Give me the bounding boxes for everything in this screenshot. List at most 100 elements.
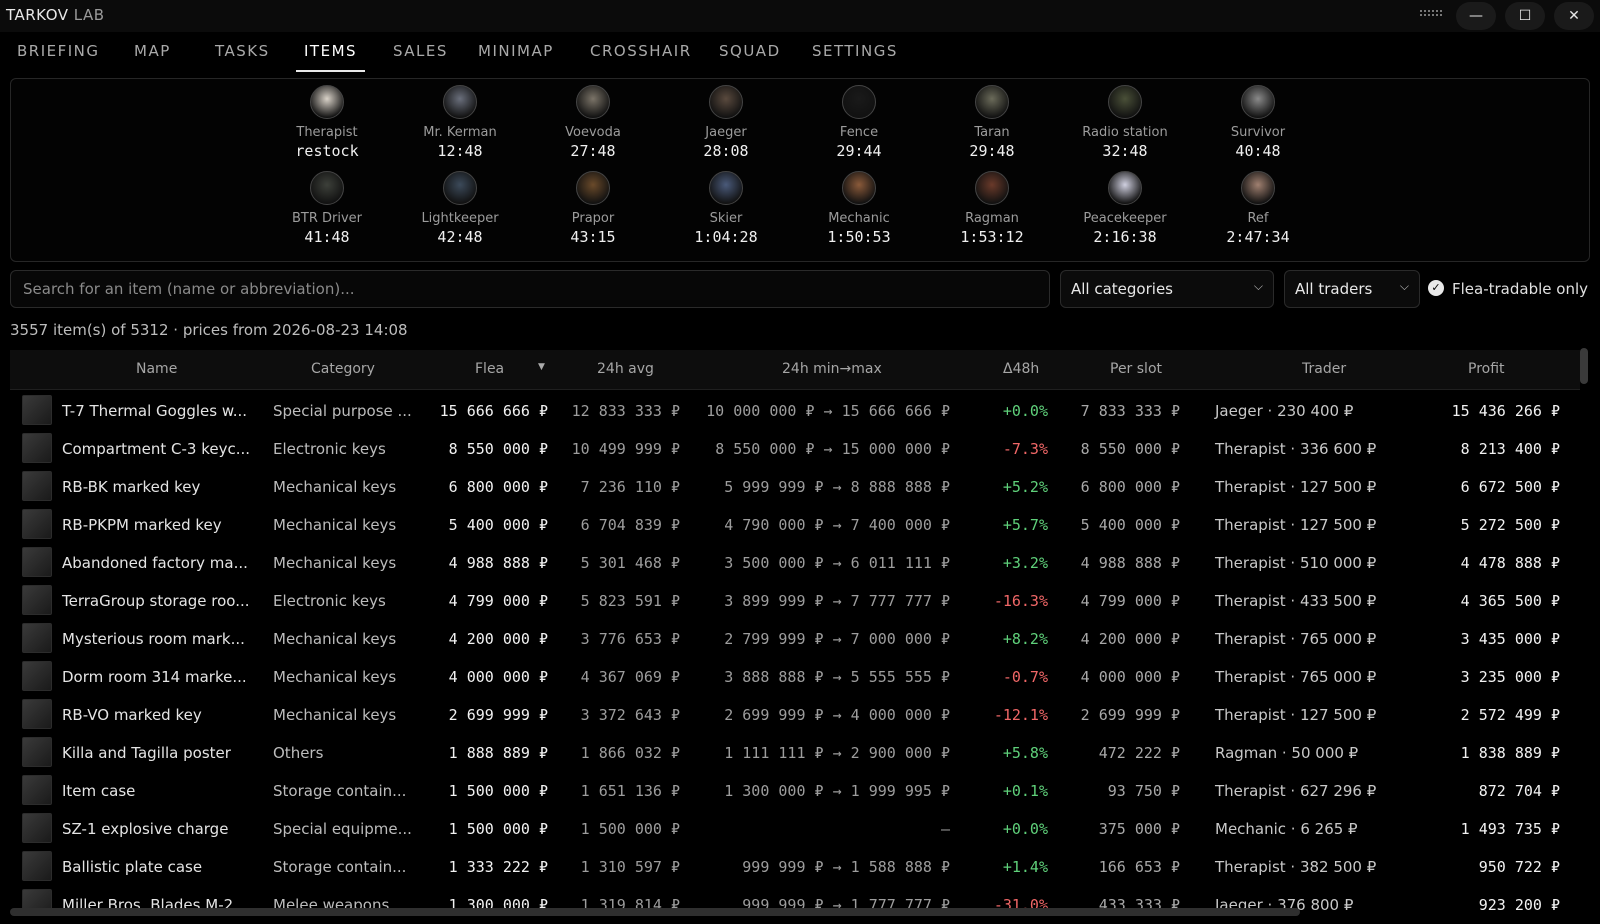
flea-tradable-checkbox[interactable]: ✓ xyxy=(1428,280,1444,296)
item-name: Dorm room 314 marke... xyxy=(62,668,247,686)
table-row[interactable]: Ballistic plate case Storage contain... 1 … xyxy=(10,848,1580,886)
trader-card[interactable]: Ref 2:47:34 xyxy=(1193,171,1323,246)
item-flea-price: 15 666 666 ₽ xyxy=(439,402,548,420)
tab-map[interactable]: MAP xyxy=(134,42,171,60)
trader-name: Mr. Kerman xyxy=(423,125,497,140)
maximize-button[interactable]: ☐ xyxy=(1505,2,1545,30)
minimize-button[interactable]: — xyxy=(1456,2,1496,30)
trader-card[interactable]: Taran 29:48 xyxy=(927,85,1057,160)
col-24h-range[interactable]: 24h min→max xyxy=(782,361,882,377)
col-name[interactable]: Name xyxy=(136,361,178,377)
item-24h-avg: 7 236 110 ₽ xyxy=(580,478,680,496)
col-delta-48h[interactable]: Δ48h xyxy=(1003,361,1040,377)
trader-card[interactable]: Peacekeeper 2:16:38 xyxy=(1060,171,1190,246)
item-category: Special equipme... xyxy=(273,820,412,838)
item-delta-48h: -7.3% xyxy=(1002,440,1048,458)
table-row[interactable]: Mysterious room mark... Mechanical keys 4 … xyxy=(10,620,1580,658)
table-row[interactable]: T-7 Thermal Goggles w... Special purpose … xyxy=(10,392,1580,430)
item-delta-48h: +5.2% xyxy=(1002,478,1048,496)
item-delta-48h: +5.7% xyxy=(1002,516,1048,534)
tab-settings[interactable]: SETTINGS xyxy=(812,42,898,60)
item-trader-offer: Therapist · 127 500 ₽ xyxy=(1215,478,1377,496)
table-row[interactable]: SZ-1 explosive charge Special equipme... 1… xyxy=(10,810,1580,848)
item-delta-48h: +1.4% xyxy=(1002,858,1048,876)
item-delta-48h: +0.0% xyxy=(1002,402,1048,420)
flea-tradable-label[interactable]: Flea-tradable only xyxy=(1452,280,1588,298)
close-button[interactable]: ✕ xyxy=(1554,2,1594,30)
table-row[interactable]: Dorm room 314 marke... Mechanical keys 4 0… xyxy=(10,658,1580,696)
tab-tasks[interactable]: TASKS xyxy=(215,42,270,60)
item-category: Mechanical keys xyxy=(273,706,397,724)
item-delta-48h: +5.8% xyxy=(1002,744,1048,762)
trader-restock-time: 1:50:53 xyxy=(827,228,891,246)
horizontal-scrollbar[interactable] xyxy=(10,908,1300,916)
trader-card[interactable]: Therapist restock xyxy=(262,85,392,160)
trader-card[interactable]: Skier 1:04:28 xyxy=(661,171,791,246)
trader-card[interactable]: Radio station 32:48 xyxy=(1060,85,1190,160)
table-row[interactable]: Miller Bros. Blades M-2... Melee weapons 1… xyxy=(10,886,1580,910)
trader-name: Skier xyxy=(709,211,743,226)
table-row[interactable]: Abandoned factory ma... Mechanical keys 4 … xyxy=(10,544,1580,582)
item-24h-avg: 1 310 597 ₽ xyxy=(580,858,680,876)
item-per-slot: 472 222 ₽ xyxy=(1098,744,1180,762)
item-name: Miller Bros. Blades M-2... xyxy=(62,896,248,910)
table-row[interactable]: RB-BK marked key Mechanical keys 6 800 000… xyxy=(10,468,1580,506)
table-row[interactable]: Compartment C-3 keyc... Electronic keys 8 … xyxy=(10,430,1580,468)
tab-minimap[interactable]: MINIMAP xyxy=(478,42,554,60)
trader-select[interactable]: All traders ⌵ xyxy=(1284,270,1420,308)
item-flea-price: 4 000 000 ₽ xyxy=(448,668,548,686)
item-category: Mechanical keys xyxy=(273,668,397,686)
col-category[interactable]: Category xyxy=(311,361,375,377)
item-flea-price: 1 333 222 ₽ xyxy=(448,858,548,876)
col-trader[interactable]: Trader xyxy=(1302,361,1347,377)
tab-sales[interactable]: SALES xyxy=(393,42,448,60)
tab-crosshair[interactable]: CROSSHAIR xyxy=(590,42,692,60)
item-24h-avg: 4 367 069 ₽ xyxy=(580,668,680,686)
item-category: Mechanical keys xyxy=(273,478,397,496)
table-row[interactable]: TerraGroup storage roo... Electronic keys… xyxy=(10,582,1580,620)
trader-restock-time: 32:48 xyxy=(1102,142,1148,160)
item-24h-avg: 3 776 653 ₽ xyxy=(580,630,680,648)
table-row[interactable]: RB-VO marked key Mechanical keys 2 699 999… xyxy=(10,696,1580,734)
table-row[interactable]: RB-PKPM marked key Mechanical keys 5 400 0… xyxy=(10,506,1580,544)
item-profit: 872 704 ₽ xyxy=(1478,782,1560,800)
trader-card[interactable]: Survivor 40:48 xyxy=(1193,85,1323,160)
trader-avatar-icon xyxy=(576,171,610,205)
item-flea-price: 1 300 000 ₽ xyxy=(448,896,548,910)
tab-squad[interactable]: SQUAD xyxy=(719,42,781,60)
category-select[interactable]: All categories ⌵ xyxy=(1060,270,1274,308)
table-row[interactable]: Killa and Tagilla poster Others 1 888 889 … xyxy=(10,734,1580,772)
trader-card[interactable]: BTR Driver 41:48 xyxy=(262,171,392,246)
trader-card[interactable]: Mr. Kerman 12:48 xyxy=(395,85,525,160)
trader-card[interactable]: Lightkeeper 42:48 xyxy=(395,171,525,246)
trader-card[interactable]: Fence 29:44 xyxy=(794,85,924,160)
item-24h-avg: 1 319 814 ₽ xyxy=(580,896,680,910)
col-profit[interactable]: Profit xyxy=(1468,361,1505,377)
trader-card[interactable]: Voevoda 27:48 xyxy=(528,85,658,160)
table-row[interactable]: Item case Storage contain... 1 500 000 ₽ 1 … xyxy=(10,772,1580,810)
trader-card[interactable]: Jaeger 28:08 xyxy=(661,85,791,160)
item-thumbnail-icon xyxy=(22,737,52,767)
drag-grip-icon[interactable] xyxy=(1420,10,1444,20)
item-name: Abandoned factory ma... xyxy=(62,554,248,572)
trader-restock-time: 28:08 xyxy=(703,142,749,160)
col-flea[interactable]: Flea xyxy=(475,361,505,377)
trader-restock-time: 40:48 xyxy=(1235,142,1281,160)
trader-name: BTR Driver xyxy=(291,211,363,226)
search-input[interactable] xyxy=(10,270,1050,308)
item-flea-price: 1 888 889 ₽ xyxy=(448,744,548,762)
title-bar[interactable]: TARKOV LAB — ☐ ✕ xyxy=(0,0,1600,32)
trader-card[interactable]: Mechanic 1:50:53 xyxy=(794,171,924,246)
tab-items[interactable]: ITEMS xyxy=(295,42,366,72)
vertical-scrollbar[interactable] xyxy=(1580,348,1588,384)
col-per-slot[interactable]: Per slot xyxy=(1110,361,1163,377)
trader-card[interactable]: Ragman 1:53:12 xyxy=(927,171,1057,246)
trader-name: Taran xyxy=(974,125,1010,140)
trader-name: Voevoda xyxy=(565,125,621,140)
trader-card[interactable]: Prapor 43:15 xyxy=(528,171,658,246)
item-profit: 3 235 000 ₽ xyxy=(1460,668,1560,686)
item-name: RB-PKPM marked key xyxy=(62,516,222,534)
tab-briefing[interactable]: BRIEFING xyxy=(17,42,100,60)
item-flea-price: 1 500 000 ₽ xyxy=(448,782,548,800)
col-24h-avg[interactable]: 24h avg xyxy=(597,361,654,377)
